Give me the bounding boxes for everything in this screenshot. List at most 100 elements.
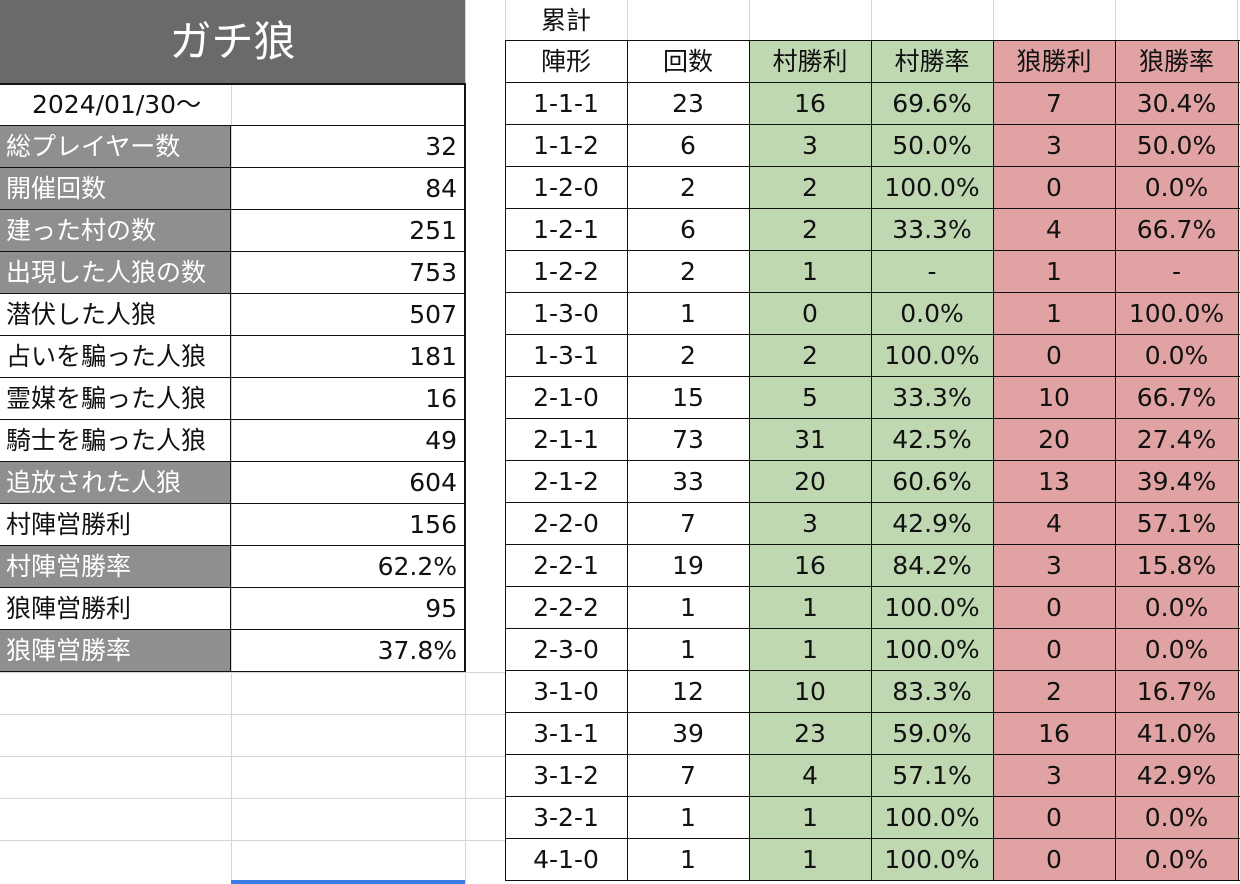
table-cell[interactable]: 3 bbox=[993, 544, 1115, 586]
table-cell[interactable]: 2-2-0 bbox=[533, 508, 599, 538]
stat-label[interactable]: 狼陣営勝利 bbox=[0, 587, 231, 629]
table-cell[interactable]: 57.1% bbox=[871, 754, 993, 796]
table-cell[interactable]: 27.4% bbox=[1115, 418, 1238, 460]
table-cell[interactable]: 1-2-0 bbox=[533, 172, 599, 202]
table-cell[interactable]: 1-2-1 bbox=[533, 214, 599, 244]
table-cell[interactable]: 100.0% bbox=[871, 838, 993, 880]
table-cell[interactable]: 0.0% bbox=[1115, 334, 1238, 376]
table-cell[interactable]: 2-1-0 bbox=[533, 382, 599, 412]
table-cell[interactable]: 6 bbox=[680, 214, 696, 244]
table-cell[interactable]: 42.9% bbox=[871, 502, 993, 544]
table-cell[interactable]: 1 bbox=[680, 802, 696, 832]
table-cell[interactable]: 100.0% bbox=[871, 166, 993, 208]
table-cell[interactable]: 1-2-2 bbox=[533, 256, 599, 286]
table-cell[interactable]: 42.9% bbox=[1115, 754, 1238, 796]
table-cell[interactable]: 0 bbox=[993, 334, 1115, 376]
table-cell[interactable]: 30.4% bbox=[1115, 82, 1238, 124]
table-cell[interactable]: 50.0% bbox=[871, 124, 993, 166]
table-cell[interactable]: 57.1% bbox=[1115, 502, 1238, 544]
stat-label[interactable]: 占いを騙った人狼 bbox=[0, 335, 231, 377]
table-cell[interactable]: 23 bbox=[672, 88, 704, 118]
table-cell[interactable]: 69.6% bbox=[871, 82, 993, 124]
table-cell[interactable]: 4 bbox=[749, 754, 871, 796]
table-cell[interactable]: 1-1-2 bbox=[533, 130, 599, 160]
table-cell[interactable]: 1 bbox=[749, 586, 871, 628]
table-cell[interactable]: 66.7% bbox=[1115, 376, 1238, 418]
table-cell[interactable]: - bbox=[1115, 250, 1238, 292]
stat-label[interactable]: 総プレイヤー数 bbox=[0, 125, 231, 167]
table-cell[interactable]: 1 bbox=[993, 292, 1115, 334]
table-cell[interactable]: 2 bbox=[749, 208, 871, 250]
table-cell[interactable]: 100.0% bbox=[871, 586, 993, 628]
table-cell[interactable]: 33.3% bbox=[871, 208, 993, 250]
table-cell[interactable]: 1 bbox=[749, 838, 871, 880]
table-cell[interactable]: 3 bbox=[993, 754, 1115, 796]
table-cell[interactable]: 2-2-2 bbox=[533, 592, 599, 622]
table-cell[interactable]: 100.0% bbox=[871, 334, 993, 376]
table-cell[interactable]: 15.8% bbox=[1115, 544, 1238, 586]
table-cell[interactable]: 60.6% bbox=[871, 460, 993, 502]
table-cell[interactable]: 0.0% bbox=[1115, 628, 1238, 670]
stat-label[interactable]: 開催回数 bbox=[0, 167, 231, 209]
table-cell[interactable]: 41.0% bbox=[1115, 712, 1238, 754]
table-cell[interactable]: 3-2-1 bbox=[533, 802, 599, 832]
stat-value[interactable]: 251 bbox=[409, 215, 457, 245]
table-header[interactable]: 狼勝利 bbox=[993, 40, 1115, 82]
table-cell[interactable]: 16.7% bbox=[1115, 670, 1238, 712]
stat-value[interactable]: 604 bbox=[409, 467, 457, 497]
table-cell[interactable]: 0.0% bbox=[871, 292, 993, 334]
table-cell[interactable]: 59.0% bbox=[871, 712, 993, 754]
table-cell[interactable]: 2 bbox=[749, 166, 871, 208]
table-cell[interactable]: 3-1-0 bbox=[533, 676, 599, 706]
stat-label[interactable]: 狼陣営勝率 bbox=[0, 629, 231, 671]
table-cell[interactable]: 13 bbox=[993, 460, 1115, 502]
stat-label[interactable]: 出現した人狼の数 bbox=[0, 251, 231, 293]
table-cell[interactable]: 39 bbox=[672, 718, 704, 748]
table-cell[interactable]: 84.2% bbox=[871, 544, 993, 586]
table-cell[interactable]: 6 bbox=[680, 130, 696, 160]
stat-value[interactable]: 181 bbox=[409, 341, 457, 371]
table-cell[interactable]: 1 bbox=[680, 634, 696, 664]
table-header[interactable]: 村勝利 bbox=[749, 40, 871, 82]
table-cell[interactable]: 1 bbox=[680, 844, 696, 874]
stat-value[interactable]: 49 bbox=[425, 425, 457, 455]
table-cell[interactable]: 7 bbox=[680, 508, 696, 538]
stat-value[interactable]: 37.8% bbox=[377, 635, 457, 665]
table-cell[interactable]: 50.0% bbox=[1115, 124, 1238, 166]
table-cell[interactable]: 10 bbox=[993, 376, 1115, 418]
table-cell[interactable]: 1 bbox=[749, 250, 871, 292]
stat-value[interactable]: 32 bbox=[425, 131, 457, 161]
table-cell[interactable]: 1 bbox=[680, 592, 696, 622]
table-cell[interactable]: 39.4% bbox=[1115, 460, 1238, 502]
table-cell[interactable]: 0.0% bbox=[1115, 586, 1238, 628]
stat-label[interactable]: 村陣営勝率 bbox=[0, 545, 231, 587]
table-cell[interactable]: 33 bbox=[672, 466, 704, 496]
table-cell[interactable]: 2-1-1 bbox=[533, 424, 599, 454]
stat-label[interactable]: 追放された人狼 bbox=[0, 461, 231, 503]
table-cell[interactable]: 100.0% bbox=[871, 628, 993, 670]
table-cell[interactable]: 20 bbox=[749, 460, 871, 502]
table-cell[interactable]: 42.5% bbox=[871, 418, 993, 460]
table-cell[interactable]: 2 bbox=[680, 340, 696, 370]
stat-value[interactable]: 156 bbox=[409, 509, 457, 539]
table-cell[interactable]: 73 bbox=[672, 424, 704, 454]
table-cell[interactable]: 0 bbox=[993, 166, 1115, 208]
table-cell[interactable]: 7 bbox=[680, 760, 696, 790]
table-cell[interactable]: 15 bbox=[672, 382, 704, 412]
stat-value[interactable]: 95 bbox=[425, 593, 457, 623]
table-cell[interactable]: 3 bbox=[749, 124, 871, 166]
table-cell[interactable]: 12 bbox=[672, 676, 704, 706]
stat-value[interactable]: 62.2% bbox=[377, 551, 457, 581]
table-cell[interactable]: 31 bbox=[749, 418, 871, 460]
table-header[interactable]: 村勝率 bbox=[871, 40, 993, 82]
table-cell[interactable]: 4-1-0 bbox=[533, 844, 599, 874]
table-cell[interactable]: 2-1-2 bbox=[533, 466, 599, 496]
table-cell[interactable]: 1-3-1 bbox=[533, 340, 599, 370]
table-header[interactable]: 回数 bbox=[662, 46, 713, 76]
table-cell[interactable]: 23 bbox=[749, 712, 871, 754]
table-cell[interactable]: 10 bbox=[749, 670, 871, 712]
table-cell[interactable]: 2 bbox=[680, 256, 696, 286]
table-cell[interactable]: 1 bbox=[749, 796, 871, 838]
table-cell[interactable]: 16 bbox=[749, 544, 871, 586]
